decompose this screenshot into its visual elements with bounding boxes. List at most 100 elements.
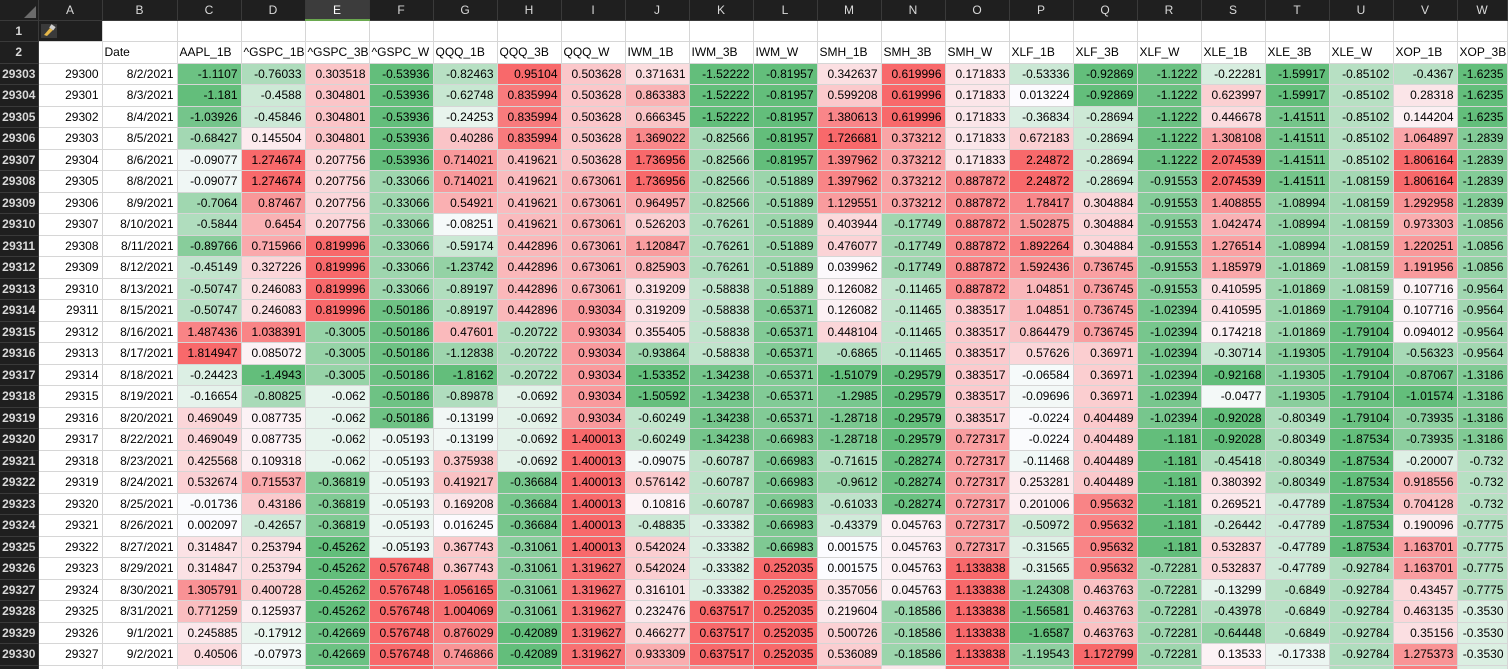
cell[interactable]: 0.673061 xyxy=(561,192,626,214)
cell[interactable]: -0.87067 xyxy=(1393,364,1458,386)
cell[interactable]: 1.319627 xyxy=(561,622,626,644)
cell[interactable]: 0.95632 xyxy=(1073,557,1138,580)
cell[interactable]: 0.503628 xyxy=(561,149,626,171)
cell[interactable]: -0.45149 xyxy=(177,256,242,279)
cell[interactable]: -1.1222 xyxy=(1137,149,1202,171)
cell[interactable]: 1.397962 xyxy=(817,149,882,171)
cell[interactable]: 29322 xyxy=(38,536,103,558)
cell[interactable]: 1.04851 xyxy=(1009,278,1074,300)
cell[interactable]: -0.92168 xyxy=(1201,364,1266,386)
cell[interactable]: -0.17338 xyxy=(1265,643,1330,666)
cell[interactable]: -1.19305 xyxy=(1265,364,1330,386)
cell[interactable]: 0.715537 xyxy=(241,471,306,494)
header-cell[interactable]: SMH_W xyxy=(945,41,1010,64)
cell[interactable]: 0.169208 xyxy=(433,493,498,515)
column-header-o[interactable]: O xyxy=(945,0,1010,21)
cell[interactable]: -1.79104 xyxy=(1329,342,1394,365)
cell[interactable]: -0.17338 xyxy=(1265,665,1330,669)
cell[interactable]: -1.02394 xyxy=(1137,385,1202,408)
cell[interactable]: 1.163701 xyxy=(1393,536,1458,558)
cell[interactable] xyxy=(241,20,306,42)
cell[interactable]: 0.887872 xyxy=(945,235,1010,257)
cell[interactable]: -0.89766 xyxy=(177,235,242,257)
cell[interactable]: -0.11465 xyxy=(881,321,946,343)
cell[interactable]: -0.28274 xyxy=(881,493,946,515)
cell[interactable]: 0.252035 xyxy=(753,622,818,644)
cell[interactable]: -0.36834 xyxy=(1009,106,1074,128)
cell[interactable]: 0.367743 xyxy=(433,557,498,580)
cell[interactable]: -0.66983 xyxy=(753,450,818,472)
cell[interactable]: 0.704128 xyxy=(1393,493,1458,515)
cell[interactable]: 0.466277 xyxy=(625,622,690,644)
cell[interactable] xyxy=(1457,20,1508,42)
cell[interactable]: 0.576748 xyxy=(369,665,434,669)
cell[interactable] xyxy=(102,20,178,42)
cell[interactable]: 0.835994 xyxy=(497,106,562,128)
header-cell[interactable]: QQQ_1B xyxy=(433,41,498,64)
cell[interactable]: 0.145504 xyxy=(241,127,306,150)
cell[interactable]: 0.375938 xyxy=(433,450,498,472)
cell[interactable]: 0.40506 xyxy=(177,643,242,666)
select-all-corner[interactable] xyxy=(0,0,39,21)
cell[interactable]: 0.316101 xyxy=(625,579,690,601)
cell[interactable]: -0.81957 xyxy=(753,84,818,107)
cell[interactable]: 0.727317 xyxy=(945,536,1010,558)
cell[interactable]: 0.304884 xyxy=(1073,213,1138,236)
cell[interactable]: -0.81957 xyxy=(753,63,818,85)
cell[interactable]: 0.858535 xyxy=(433,665,498,669)
cell[interactable]: -0.65371 xyxy=(753,299,818,322)
cell[interactable]: 0.576748 xyxy=(369,622,434,644)
cell[interactable]: -0.76261 xyxy=(689,256,754,279)
cell[interactable]: 2.24872 xyxy=(1009,149,1074,171)
cell[interactable]: -0.01736 xyxy=(177,493,242,515)
cell[interactable]: 0.126082 xyxy=(817,299,882,322)
cell[interactable]: -0.17749 xyxy=(881,256,946,279)
cell[interactable]: 0.419621 xyxy=(497,192,562,214)
cell[interactable]: 0.13533 xyxy=(1201,643,1266,666)
cell[interactable]: -1.6235 xyxy=(1457,106,1508,128)
cell[interactable]: -1.6587 xyxy=(1009,622,1074,644)
cell[interactable]: -0.05193 xyxy=(369,428,434,451)
cell[interactable]: 0.500726 xyxy=(817,622,882,644)
row-header[interactable]: 29326 xyxy=(0,557,39,580)
cell[interactable]: -0.6849 xyxy=(1265,579,1330,601)
cell[interactable]: 1.274674 xyxy=(241,170,306,193)
cell[interactable]: -0.17749 xyxy=(881,213,946,236)
cell[interactable]: 0.819996 xyxy=(305,299,370,322)
header-cell[interactable]: IWM_3B xyxy=(689,41,754,64)
cell[interactable]: 0.252035 xyxy=(753,643,818,666)
cell[interactable]: 8/15/2021 xyxy=(102,299,178,322)
cell[interactable]: 0.673061 xyxy=(561,278,626,300)
cell[interactable]: 0.001575 xyxy=(817,557,882,580)
cell[interactable]: 0.93034 xyxy=(561,321,626,343)
cell[interactable]: 0.623997 xyxy=(1201,84,1266,107)
cell[interactable]: 0.002097 xyxy=(177,514,242,537)
cell[interactable]: -0.93864 xyxy=(625,342,690,365)
cell[interactable] xyxy=(38,20,103,42)
cell[interactable]: 0.371631 xyxy=(625,63,690,85)
row-header[interactable]: 29306 xyxy=(0,127,39,150)
cell[interactable]: 29328 xyxy=(38,665,103,669)
cell[interactable]: -0.18586 xyxy=(881,643,946,666)
cell[interactable]: -0.50747 xyxy=(177,299,242,322)
cell[interactable]: -0.60787 xyxy=(689,471,754,494)
cell[interactable]: -0.58838 xyxy=(689,299,754,322)
cell[interactable]: 0.404489 xyxy=(1073,450,1138,472)
cell[interactable]: 0.54921 xyxy=(433,192,498,214)
row-header[interactable]: 29313 xyxy=(0,278,39,300)
cell[interactable]: 0.355405 xyxy=(625,321,690,343)
cell[interactable]: 2.074539 xyxy=(1201,170,1266,193)
cell[interactable]: -1.181 xyxy=(177,84,242,107)
cell[interactable]: 0.171833 xyxy=(945,149,1010,171)
cell[interactable]: 1.172799 xyxy=(1073,665,1138,669)
cell[interactable]: 8/18/2021 xyxy=(102,364,178,386)
row-header[interactable]: 29308 xyxy=(0,170,39,193)
cell[interactable]: -0.9564 xyxy=(1457,321,1508,343)
cell[interactable]: -1.181 xyxy=(1137,428,1202,451)
cell[interactable]: -0.42669 xyxy=(305,622,370,644)
cell[interactable]: 29316 xyxy=(38,407,103,429)
cell[interactable]: 1.592436 xyxy=(1009,256,1074,279)
cell[interactable]: -0.51889 xyxy=(753,213,818,236)
cell[interactable]: -1.87534 xyxy=(1329,428,1394,451)
